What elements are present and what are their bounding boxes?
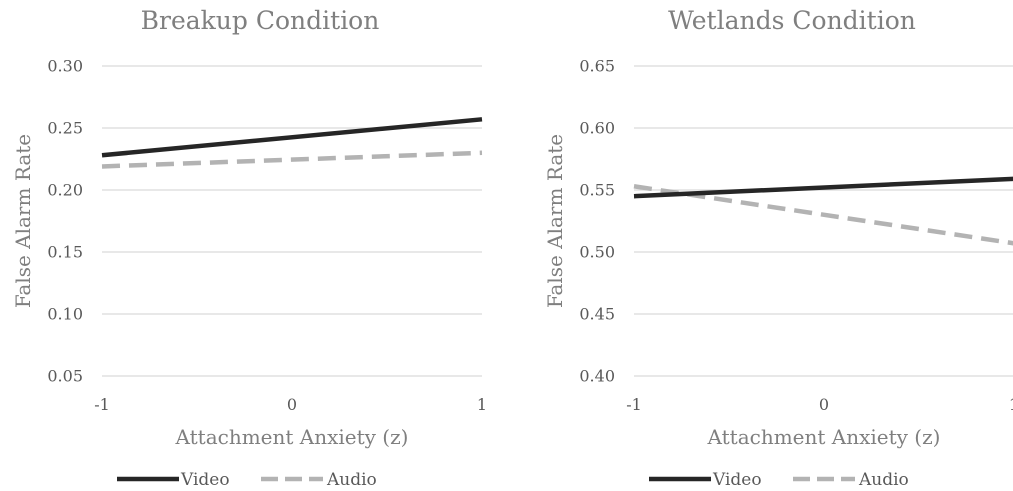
x-tick-labels: -1 0 1 [626, 395, 1013, 414]
y-tick-label: 0.60 [579, 119, 615, 138]
y-tick-label: 0.65 [579, 57, 615, 76]
y-tick-label: 0.55 [579, 181, 615, 200]
y-tick-labels: 0.40 0.45 0.50 0.55 0.60 0.65 [579, 57, 615, 386]
x-tick-label: 0 [287, 395, 297, 414]
y-tick-label: 0.15 [47, 243, 83, 262]
legend-video-label: Video [712, 470, 762, 490]
legend-video-label: Video [180, 470, 230, 490]
series-lines [633, 176, 1013, 246]
y-tick-label: 0.20 [47, 181, 83, 200]
y-tick-label: 0.45 [579, 305, 615, 324]
series-line-audio [101, 150, 483, 169]
x-tick-label: -1 [94, 395, 110, 414]
y-tick-label: 0.30 [47, 57, 83, 76]
y-tick-label: 0.40 [579, 367, 615, 386]
legend: Video Audio [649, 470, 909, 490]
x-tick-label: 1 [1009, 395, 1013, 414]
legend-audio-label: Audio [858, 470, 909, 490]
y-gridlines [102, 65, 482, 377]
y-gridlines [634, 65, 1013, 377]
y-tick-label: 0.50 [579, 243, 615, 262]
x-tick-label: 0 [819, 395, 829, 414]
y-axis-label: False Alarm Rate [11, 134, 35, 308]
legend-audio-label: Audio [326, 470, 377, 490]
series-line-audio [633, 184, 1013, 246]
x-axis-label: Attachment Anxiety (z) [707, 425, 941, 449]
y-tick-label: 0.05 [47, 367, 83, 386]
y-tick-labels: 0.05 0.10 0.15 0.20 0.25 0.30 [47, 57, 83, 386]
wetlands-chart: Wetlands Condition 0.400.450.500.550.600… [543, 6, 1013, 490]
series-line-video [101, 117, 483, 158]
chart-title: Breakup Condition [141, 6, 380, 35]
legend: Video Audio [117, 470, 377, 490]
series-line-video [633, 176, 1013, 199]
x-tick-labels: -1 0 1 [94, 395, 487, 414]
x-axis-label: Attachment Anxiety (z) [175, 425, 409, 449]
y-tick-label: 0.25 [47, 119, 83, 138]
series-lines [101, 117, 483, 169]
x-tick-label: 1 [477, 395, 487, 414]
breakup-chart: Breakup Condition 0.050.100.150.200.250.… [11, 6, 487, 490]
y-axis-label: False Alarm Rate [543, 134, 567, 308]
chart-title: Wetlands Condition [668, 6, 916, 35]
x-tick-label: -1 [626, 395, 642, 414]
y-tick-label: 0.10 [47, 305, 83, 324]
